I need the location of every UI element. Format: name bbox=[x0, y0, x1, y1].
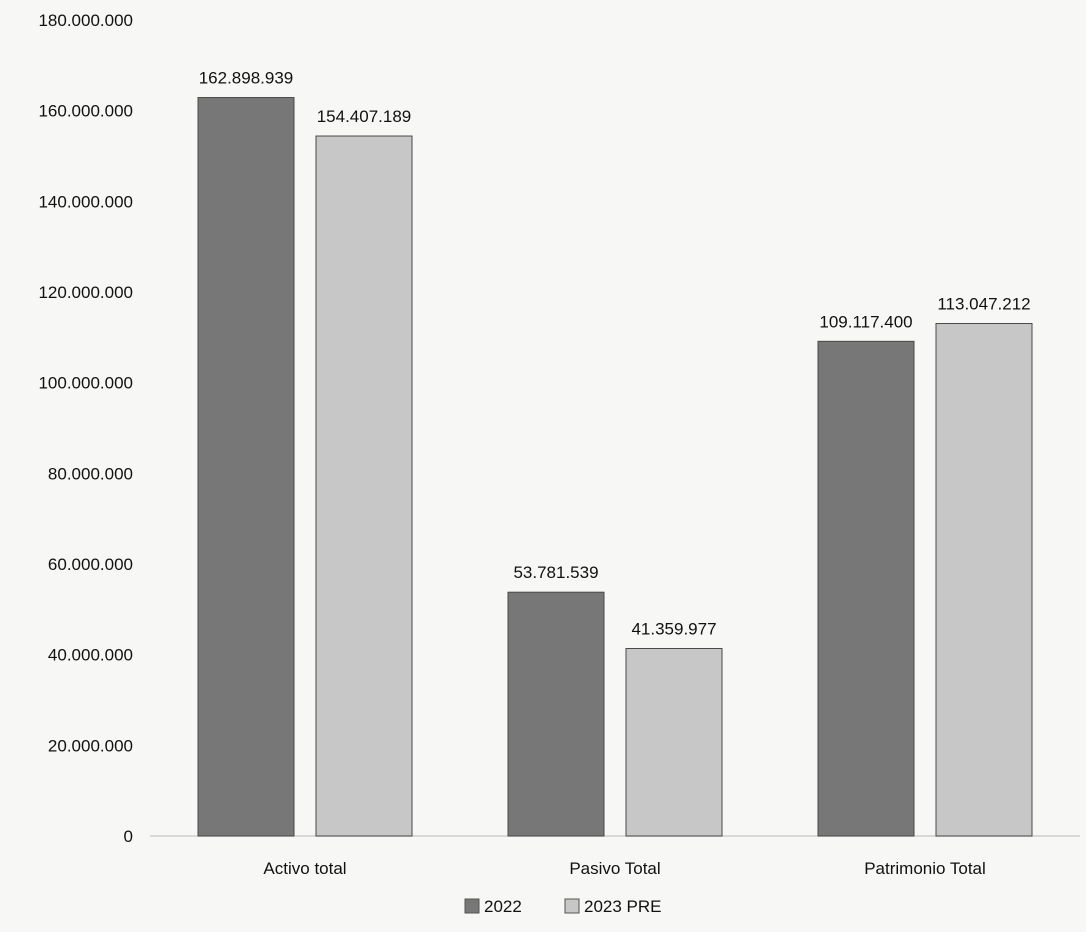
data-label: 109.117.400 bbox=[819, 312, 912, 331]
bar-2023-pre-0 bbox=[315, 135, 413, 837]
y-tick-label: 160.000.000 bbox=[38, 102, 133, 121]
data-label: 162.898.939 bbox=[199, 69, 294, 88]
data-label: 113.047.212 bbox=[937, 295, 1030, 314]
category-label: Patrimonio Total bbox=[864, 859, 986, 878]
legend-swatch-2023-pre bbox=[564, 898, 580, 914]
y-tick-label: 0 bbox=[124, 827, 133, 846]
bar-2023-pre-2 bbox=[935, 323, 1033, 837]
bar-2022-2 bbox=[817, 340, 915, 837]
bars bbox=[197, 97, 1033, 837]
legend-label: 2023 PRE bbox=[584, 897, 662, 916]
category-label: Activo total bbox=[263, 859, 346, 878]
data-label: 154.407.189 bbox=[317, 107, 412, 126]
data-labels: 162.898.939 154.407.189 53.781.539 41.359.9… bbox=[199, 69, 1031, 639]
bar-2023-pre-1 bbox=[625, 648, 723, 837]
legend-label: 2022 bbox=[484, 897, 522, 916]
y-tick-label: 80.000.000 bbox=[48, 464, 133, 483]
y-tick-label: 120.000.000 bbox=[38, 283, 133, 302]
y-tick-label: 40.000.000 bbox=[48, 646, 133, 665]
legend-swatch-2022 bbox=[464, 898, 480, 914]
bar-2022-0 bbox=[197, 97, 295, 837]
x-axis: Activo total Pasivo Total Patrimonio Total bbox=[263, 859, 985, 878]
y-tick-label: 100.000.000 bbox=[38, 374, 133, 393]
y-tick-label: 180.000.000 bbox=[38, 11, 133, 30]
y-tick-label: 20.000.000 bbox=[48, 736, 133, 755]
y-axis: 0 20.000.000 40.000.000 60.000.000 80.000.00… bbox=[38, 11, 1080, 846]
y-tick-label: 60.000.000 bbox=[48, 555, 133, 574]
bar-2022-1 bbox=[507, 591, 605, 837]
legend: 2022 2023 PRE bbox=[464, 897, 662, 916]
data-label: 41.359.977 bbox=[631, 620, 716, 639]
data-label: 53.781.539 bbox=[513, 563, 598, 582]
y-tick-label: 140.000.000 bbox=[38, 192, 133, 211]
category-label: Pasivo Total bbox=[569, 859, 660, 878]
